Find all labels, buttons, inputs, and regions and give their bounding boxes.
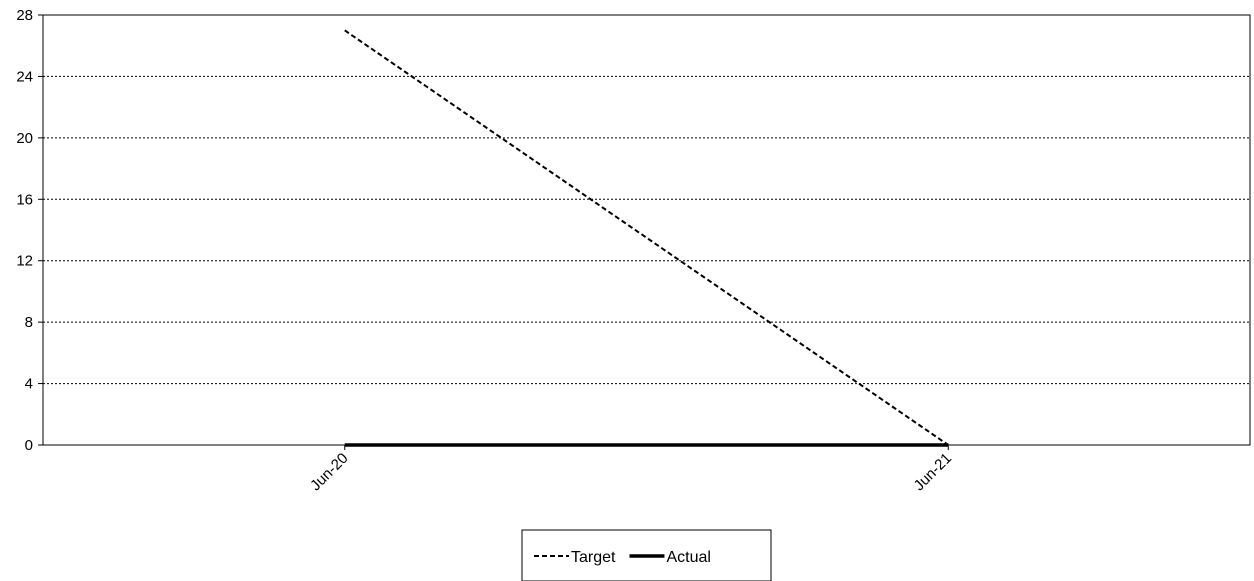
y-tick-label: 24 [16,68,33,85]
y-tick-label: 12 [16,253,33,270]
x-tick-label: Jun-20 [307,450,351,494]
x-tick-label: Jun-21 [911,450,955,494]
y-tick-label: 4 [25,376,33,393]
y-tick-label: 16 [16,191,33,208]
y-tick-label: 28 [16,7,33,24]
legend-label-target: Target [571,549,616,566]
legend: Target Actual [521,529,772,581]
series-layer [344,29,949,447]
plot-area-border [42,14,1251,446]
grid-layer [43,75,1250,385]
legend-label-actual: Actual [666,549,710,566]
y-tick-label: 0 [25,437,33,454]
y-tick-label: 8 [25,314,33,331]
series-line-target [344,29,949,446]
y-tick-label: 20 [16,130,33,147]
axis-layer: 0 4 8 12 16 20 24 28 Jun-20 Jun-21 [16,7,1251,494]
